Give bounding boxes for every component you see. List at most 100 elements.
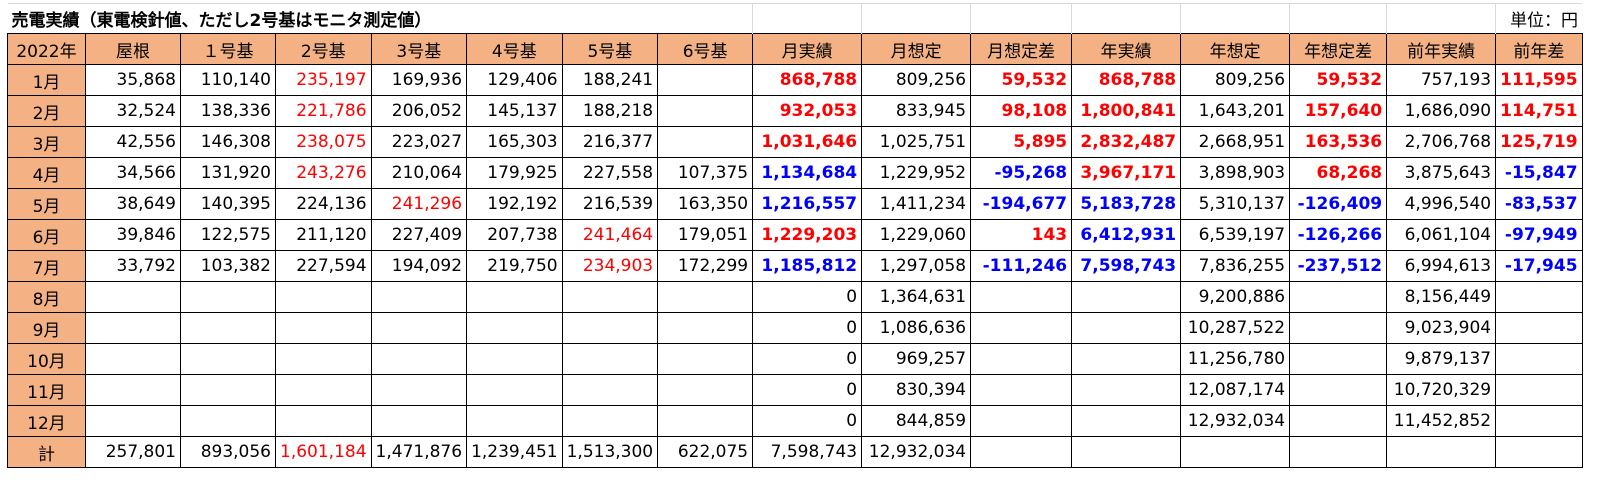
value-cell[interactable]: 38,649 (85, 188, 181, 220)
value-cell[interactable]: 809,256 (1180, 64, 1291, 96)
value-cell[interactable] (180, 343, 276, 375)
value-cell[interactable]: 0 (752, 374, 863, 406)
value-cell[interactable]: 1,513,300 (561, 436, 659, 468)
value-cell[interactable]: 12,932,034 (1180, 405, 1291, 437)
value-cell[interactable]: 757,193 (1386, 64, 1497, 96)
value-cell[interactable] (275, 312, 372, 344)
value-cell[interactable]: 11,452,852 (1386, 405, 1497, 437)
value-cell[interactable]: 235,197 (275, 64, 372, 96)
value-cell[interactable]: 4,996,540 (1386, 188, 1497, 220)
value-cell[interactable] (561, 343, 659, 375)
value-cell[interactable] (561, 374, 659, 406)
value-cell[interactable]: 163,536 (1289, 126, 1388, 158)
column-header[interactable]: 前年差 (1495, 33, 1583, 65)
value-cell[interactable]: 42,556 (85, 126, 181, 158)
column-header[interactable]: 前年実績 (1386, 33, 1497, 65)
empty-cell[interactable] (657, 3, 754, 34)
value-cell[interactable] (657, 64, 754, 96)
column-header[interactable]: 月想定 (861, 33, 972, 65)
value-cell[interactable]: 257,801 (85, 436, 181, 468)
value-cell[interactable]: 224,136 (275, 188, 372, 220)
value-cell[interactable]: 227,594 (275, 250, 372, 282)
value-cell[interactable]: 210,064 (370, 157, 468, 189)
value-cell[interactable] (370, 312, 468, 344)
value-cell[interactable]: 125,719 (1495, 126, 1583, 158)
column-header[interactable]: 年想定差 (1289, 33, 1388, 65)
value-cell[interactable] (1289, 405, 1388, 437)
value-cell[interactable]: 2,668,951 (1180, 126, 1291, 158)
value-cell[interactable]: 9,200,886 (1180, 281, 1291, 313)
value-cell[interactable] (657, 405, 754, 437)
value-cell[interactable]: 0 (752, 312, 863, 344)
value-cell[interactable]: 157,640 (1289, 95, 1388, 127)
value-cell[interactable]: 39,846 (85, 219, 181, 251)
column-header[interactable]: １号基 (180, 33, 276, 65)
row-label-cell[interactable]: 12月 (7, 405, 86, 437)
value-cell[interactable] (657, 343, 754, 375)
value-cell[interactable] (970, 312, 1073, 344)
value-cell[interactable] (1495, 281, 1583, 313)
value-cell[interactable]: 5,183,728 (1071, 188, 1182, 220)
value-cell[interactable] (180, 281, 276, 313)
value-cell[interactable] (180, 374, 276, 406)
value-cell[interactable] (1495, 343, 1583, 375)
empty-cell[interactable] (861, 3, 972, 34)
value-cell[interactable] (1071, 343, 1182, 375)
value-cell[interactable]: 1,800,841 (1071, 95, 1182, 127)
value-cell[interactable]: 622,075 (657, 436, 754, 468)
value-cell[interactable]: 241,296 (370, 188, 468, 220)
value-cell[interactable]: 9,879,137 (1386, 343, 1497, 375)
value-cell[interactable]: 1,229,203 (752, 219, 863, 251)
value-cell[interactable] (466, 374, 563, 406)
value-cell[interactable]: 12,087,174 (1180, 374, 1291, 406)
row-label-cell[interactable]: 6月 (7, 219, 86, 251)
value-cell[interactable]: 1,411,234 (861, 188, 972, 220)
value-cell[interactable]: 243,276 (275, 157, 372, 189)
value-cell[interactable] (657, 95, 754, 127)
value-cell[interactable]: 111,595 (1495, 64, 1583, 96)
value-cell[interactable] (466, 343, 563, 375)
value-cell[interactable]: 1,134,684 (752, 157, 863, 189)
value-cell[interactable]: 179,051 (657, 219, 754, 251)
value-cell[interactable]: 145,137 (466, 95, 563, 127)
value-cell[interactable]: -97,949 (1495, 219, 1583, 251)
value-cell[interactable]: 35,868 (85, 64, 181, 96)
value-cell[interactable]: 969,257 (861, 343, 972, 375)
value-cell[interactable]: 893,056 (180, 436, 276, 468)
value-cell[interactable] (1495, 374, 1583, 406)
value-cell[interactable] (85, 405, 181, 437)
column-header[interactable]: 5号基 (561, 33, 659, 65)
value-cell[interactable] (180, 405, 276, 437)
value-cell[interactable]: 227,409 (370, 219, 468, 251)
value-cell[interactable] (466, 281, 563, 313)
row-label-cell[interactable]: 10月 (7, 343, 86, 375)
value-cell[interactable]: 194,092 (370, 250, 468, 282)
value-cell[interactable]: 192,192 (466, 188, 563, 220)
value-cell[interactable]: 223,027 (370, 126, 468, 158)
column-header[interactable]: 月実績 (752, 33, 863, 65)
value-cell[interactable] (1180, 436, 1291, 468)
value-cell[interactable]: 6,994,613 (1386, 250, 1497, 282)
value-cell[interactable]: 110,140 (180, 64, 276, 96)
column-header[interactable]: 2号基 (275, 33, 372, 65)
column-header[interactable]: 屋根 (85, 33, 181, 65)
value-cell[interactable] (370, 281, 468, 313)
value-cell[interactable]: 1,216,557 (752, 188, 863, 220)
value-cell[interactable]: 1,185,812 (752, 250, 863, 282)
value-cell[interactable]: 34,566 (85, 157, 181, 189)
value-cell[interactable]: 59,532 (970, 64, 1073, 96)
value-cell[interactable]: 2,832,487 (1071, 126, 1182, 158)
row-label-cell[interactable]: 3月 (7, 126, 86, 158)
value-cell[interactable] (1071, 374, 1182, 406)
column-header[interactable]: 年実績 (1071, 33, 1182, 65)
value-cell[interactable]: 188,241 (561, 64, 659, 96)
value-cell[interactable]: 219,750 (466, 250, 563, 282)
value-cell[interactable]: 6,061,104 (1386, 219, 1497, 251)
value-cell[interactable]: 1,364,631 (861, 281, 972, 313)
row-label-cell[interactable]: 2月 (7, 95, 86, 127)
unit-label[interactable]: 単位：円 (1495, 3, 1583, 34)
value-cell[interactable]: 1,229,952 (861, 157, 972, 189)
value-cell[interactable]: 0 (752, 405, 863, 437)
value-cell[interactable] (85, 312, 181, 344)
value-cell[interactable] (1495, 405, 1583, 437)
